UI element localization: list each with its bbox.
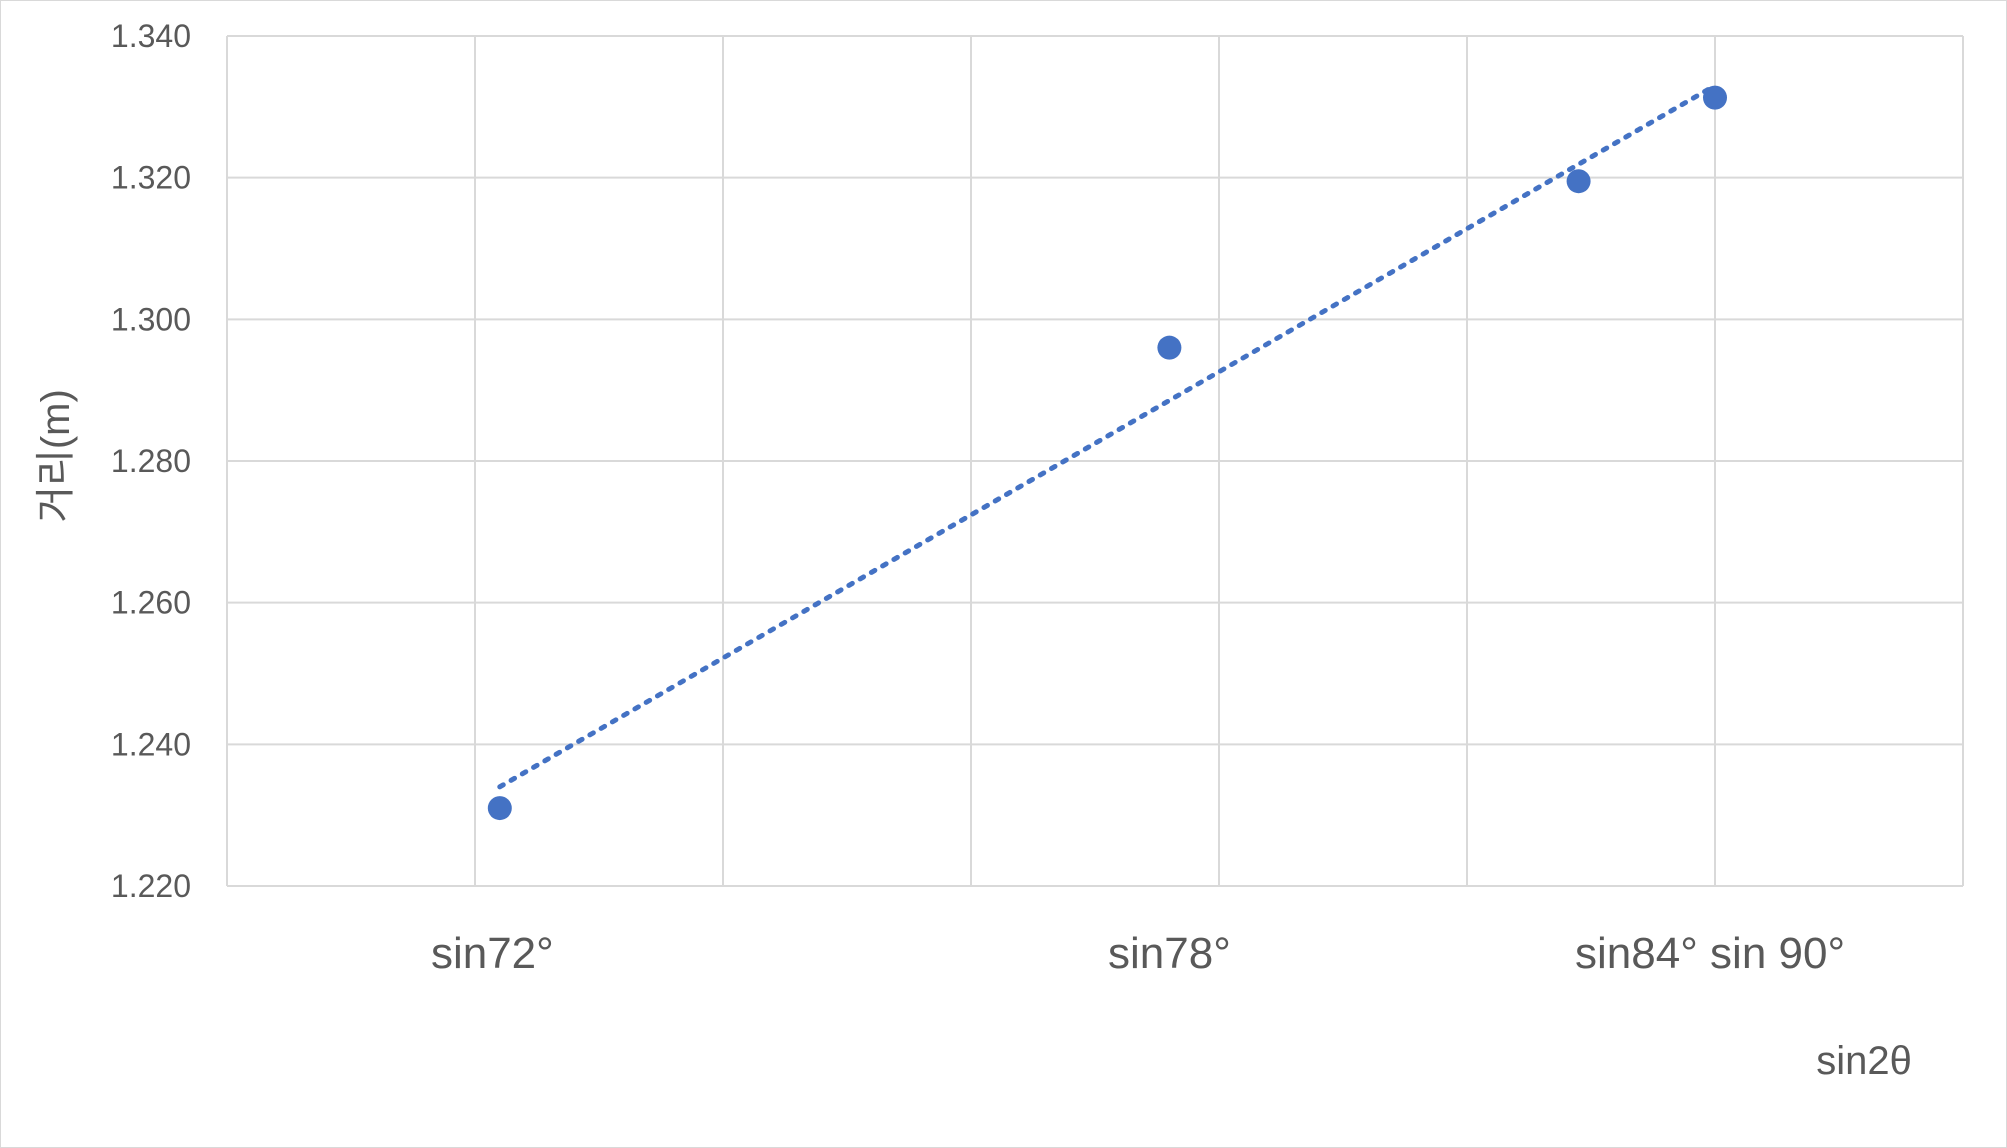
y-tick-label: 1.240 [111, 726, 191, 762]
x-tick-label: sin72° [431, 929, 554, 978]
data-point [1157, 335, 1182, 360]
x-axis-ticks: sin72° sin78° sin84° sin 90° [431, 929, 1845, 978]
y-tick-label: 1.220 [111, 868, 191, 904]
y-tick-label: 1.300 [111, 301, 191, 337]
data-point [487, 796, 512, 821]
y-tick-label: 1.320 [111, 160, 191, 196]
y-axis-title: 거리(m) [34, 389, 78, 523]
data-points [487, 85, 1727, 821]
y-tick-label: 1.340 [111, 18, 191, 54]
x-tick-label: sin84° sin 90° [1575, 929, 1845, 978]
trendline-group [497, 83, 1718, 790]
y-tick-label: 1.280 [111, 443, 191, 479]
trendline [497, 83, 1718, 790]
y-axis-ticks: 1.220 1.240 1.260 1.280 1.300 1.320 1.340 [111, 18, 191, 904]
x-axis-title: sin2θ [1816, 1039, 1912, 1083]
data-point [1566, 169, 1591, 194]
y-tick-label: 1.260 [111, 585, 191, 621]
x-tick-label: sin78° [1108, 929, 1231, 978]
data-point [1703, 85, 1727, 110]
gridlines [226, 35, 1964, 887]
